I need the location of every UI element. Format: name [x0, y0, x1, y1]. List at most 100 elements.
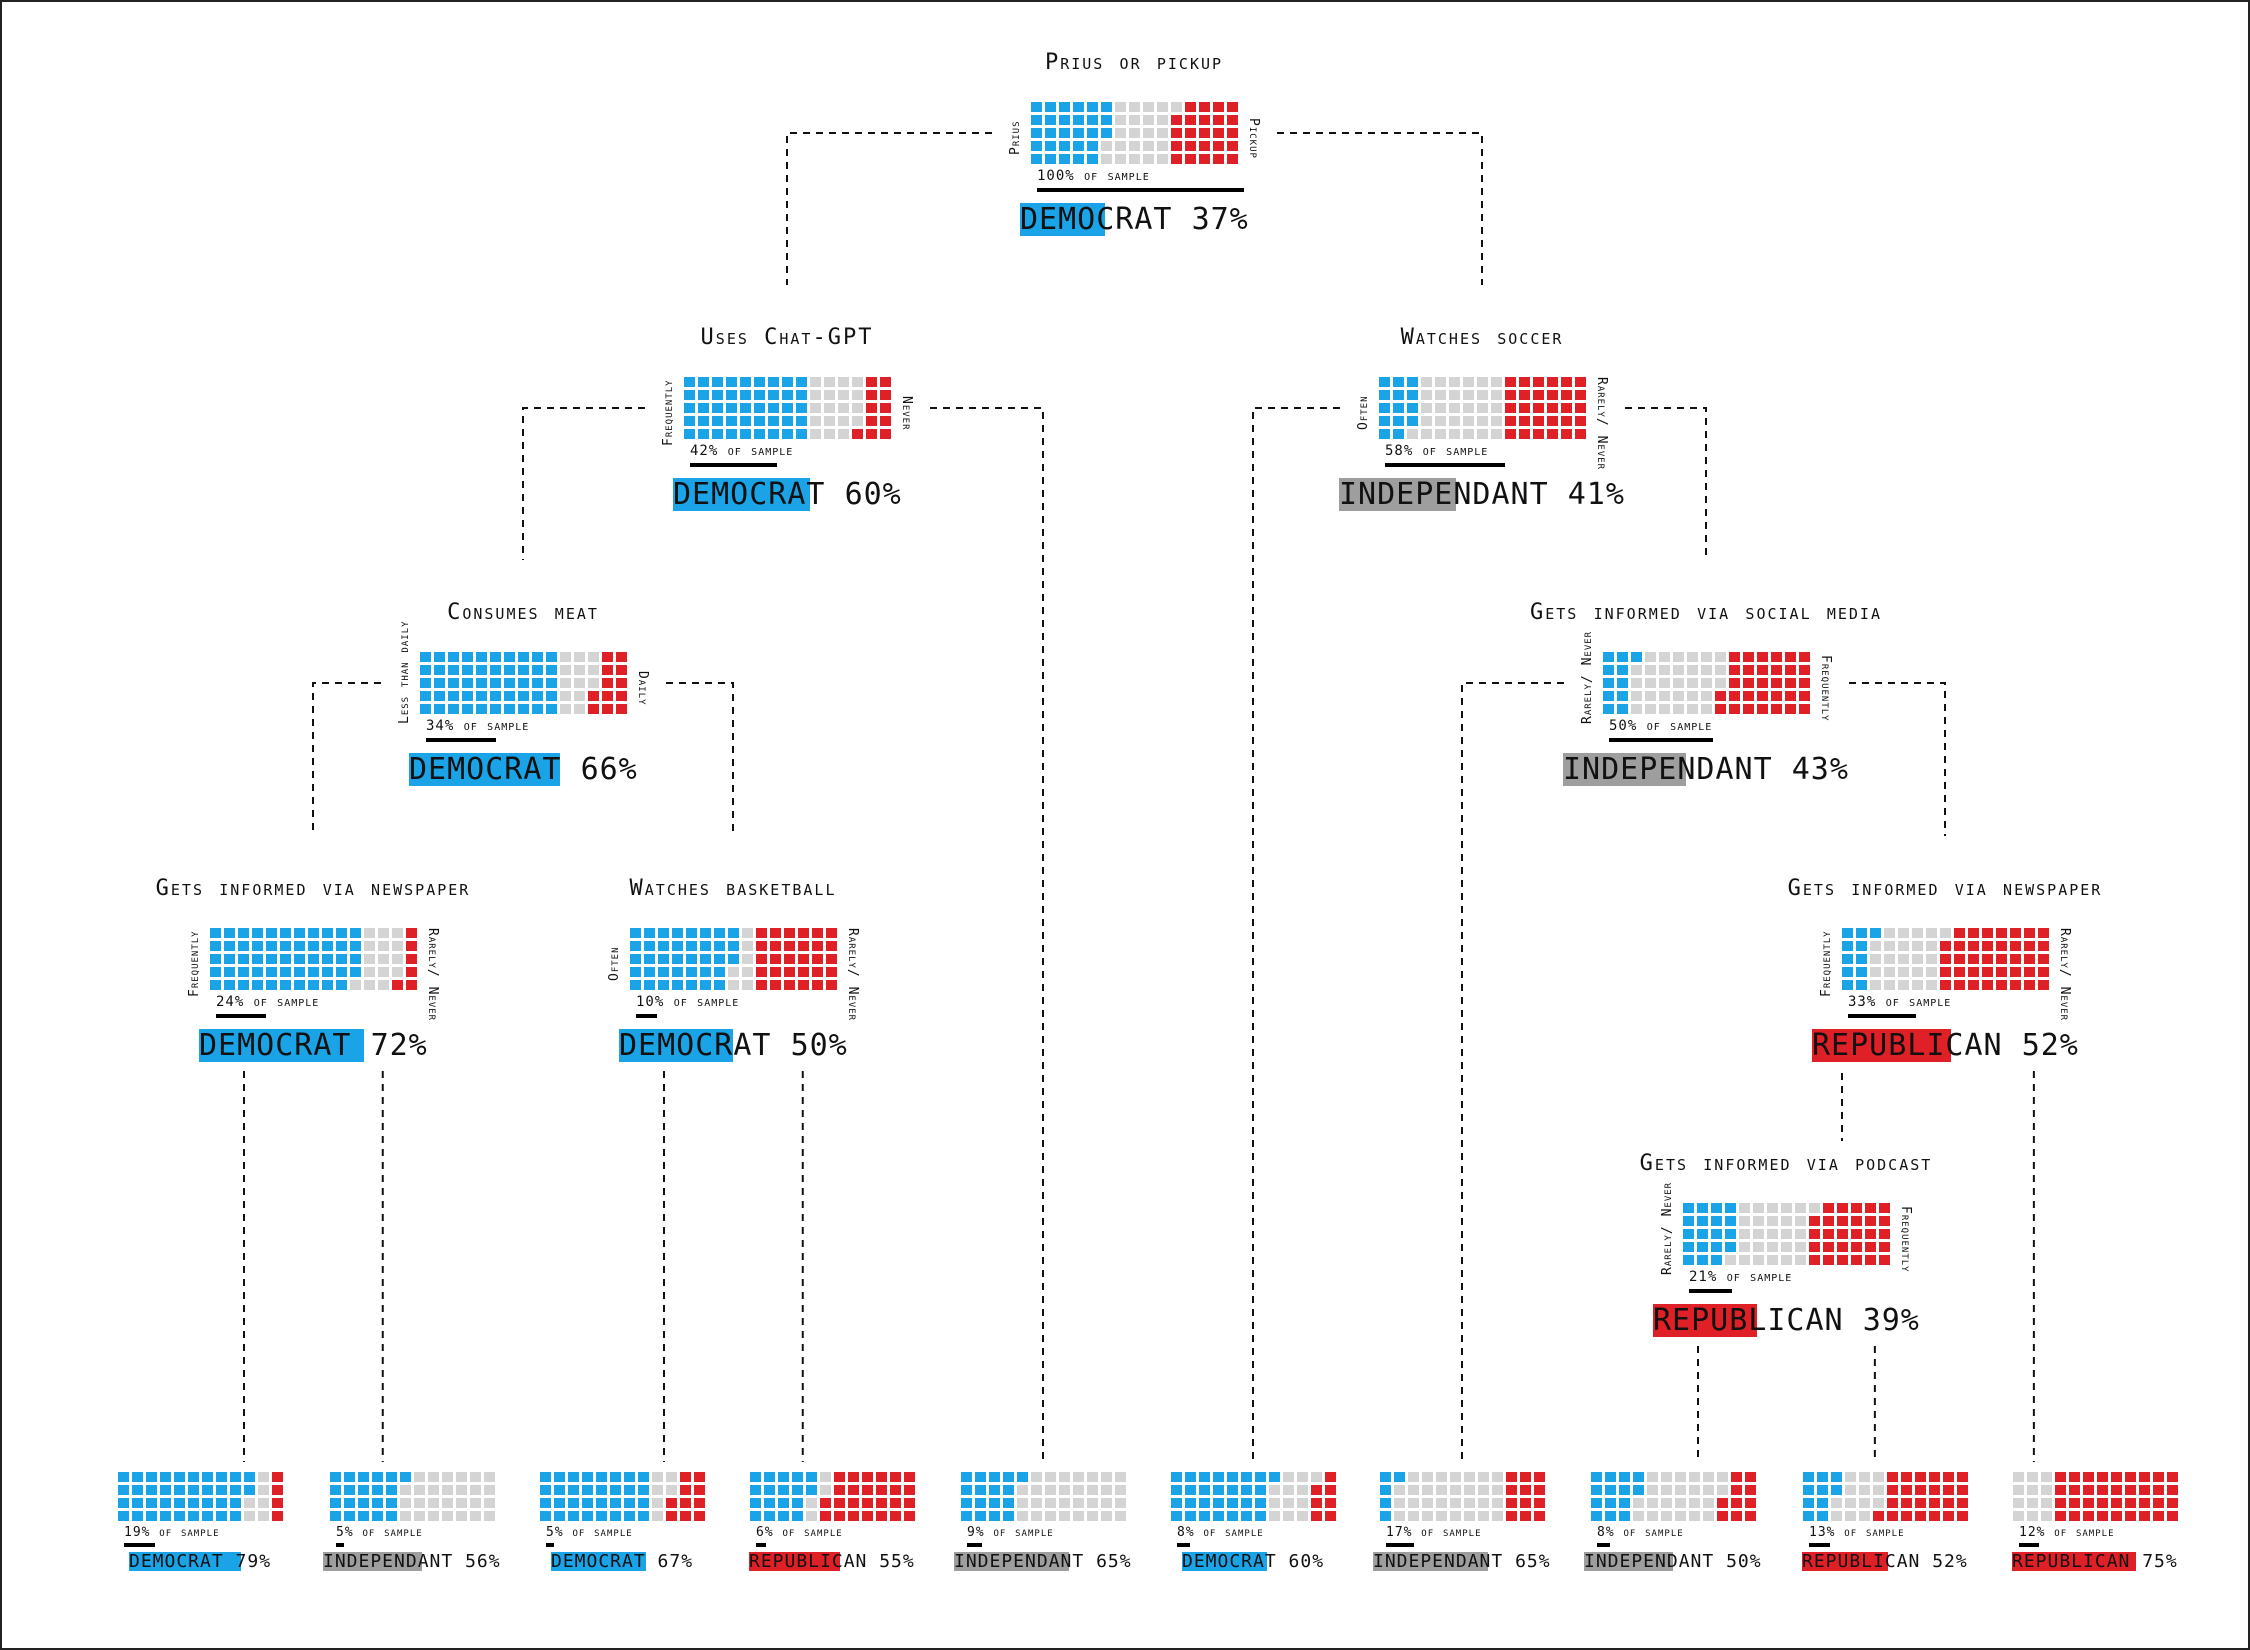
neutral-cell [810, 429, 821, 439]
neutral-cell [1073, 1485, 1084, 1495]
democrat-cell [975, 1485, 986, 1495]
neutral-cell [1703, 1485, 1714, 1495]
republican-cell [2024, 980, 2035, 990]
democrat-cell [420, 704, 431, 714]
neutral-cell [1017, 1485, 1028, 1495]
republican-cell [1534, 1498, 1545, 1508]
democrat-cell [1711, 1242, 1722, 1252]
party-name: DEMOCRAT [129, 1551, 224, 1572]
democrat-cell [174, 1485, 185, 1495]
neutral-cell [1739, 1255, 1750, 1265]
republican-cell [694, 1498, 705, 1508]
republican-cell [852, 429, 863, 439]
democrat-cell [1605, 1498, 1616, 1508]
democrat-cell [238, 967, 249, 977]
democrat-cell [610, 1485, 621, 1495]
republican-cell [1901, 1485, 1912, 1495]
republican-cell [1954, 980, 1965, 990]
democrat-cell [1171, 1498, 1182, 1508]
democrat-cell [280, 941, 291, 951]
republican-cell [784, 954, 795, 964]
republican-cell [1996, 967, 2007, 977]
democrat-cell [644, 980, 655, 990]
democrat-cell [1087, 102, 1098, 112]
neutral-cell [1073, 1472, 1084, 1482]
democrat-cell [1407, 377, 1418, 387]
republican-cell [2024, 967, 2035, 977]
party-name: REPUBLICAN [1812, 1028, 2003, 1063]
democrat-cell [216, 1511, 227, 1521]
democrat-cell [448, 652, 459, 662]
democrat-cell [546, 691, 557, 701]
democrat-cell [532, 652, 543, 662]
neutral-cell [742, 967, 753, 977]
neutral-cell [1689, 1485, 1700, 1495]
republican-cell [406, 928, 417, 938]
democrat-cell [1017, 1472, 1028, 1482]
republican-cell [798, 980, 809, 990]
party-name: INDEPENDANT [1339, 477, 1549, 512]
republican-cell [880, 390, 891, 400]
democrat-cell [1171, 1485, 1182, 1495]
neutral-cell [1269, 1485, 1280, 1495]
republican-cell [406, 967, 417, 977]
democrat-cell [1803, 1498, 1814, 1508]
democrat-cell [714, 941, 725, 951]
republican-cell [2111, 1485, 2122, 1495]
democrat-cell [1045, 128, 1056, 138]
republican-cell [1954, 954, 1965, 964]
democrat-cell [1603, 691, 1614, 701]
republican-cell [680, 1485, 691, 1495]
republican-cell [862, 1485, 873, 1495]
republican-cell [1199, 128, 1210, 138]
neutral-cell [1450, 1485, 1461, 1495]
republican-cell [1743, 678, 1754, 688]
majority-fill [551, 1552, 646, 1571]
neutral-cell [820, 1472, 831, 1482]
neutral-cell [2013, 1511, 2024, 1521]
neutral-cell [1659, 704, 1670, 714]
democrat-cell [266, 941, 277, 951]
democrat-cell [712, 403, 723, 413]
democrat-cell [540, 1472, 551, 1482]
democrat-cell [490, 665, 501, 675]
democrat-cell [420, 678, 431, 688]
sample-share-label: 21% of sample [1689, 1269, 1793, 1285]
democrat-cell [1073, 115, 1084, 125]
democrat-cell [540, 1485, 551, 1495]
party-pct: 52% [2021, 1028, 2079, 1063]
democrat-cell [1617, 704, 1628, 714]
democrat-cell [764, 1485, 775, 1495]
neutral-cell [1477, 403, 1488, 413]
neutral-cell [1661, 1498, 1672, 1508]
neutral-cell [1421, 390, 1432, 400]
neutral-cell [1408, 1511, 1419, 1521]
democrat-cell [330, 1511, 341, 1521]
neutral-cell [1870, 954, 1881, 964]
neutral-cell [1912, 980, 1923, 990]
republican-cell [826, 928, 837, 938]
neutral-cell [1297, 1485, 1308, 1495]
democrat-cell [1407, 416, 1418, 426]
party-pct: 60% [844, 477, 902, 512]
neutral-cell [258, 1511, 269, 1521]
democrat-cell [698, 403, 709, 413]
majority-result: INDEPENDANT 56% [323, 1551, 501, 1572]
democrat-cell [582, 1498, 593, 1508]
neutral-cell [456, 1485, 467, 1495]
democrat-cell [146, 1485, 157, 1495]
neutral-cell [1478, 1485, 1489, 1495]
neutral-cell [838, 403, 849, 413]
neutral-cell [1435, 403, 1446, 413]
party-pct: 39% [1862, 1303, 1920, 1338]
democrat-cell [1842, 928, 1853, 938]
democrat-cell [386, 1485, 397, 1495]
democrat-cell [740, 403, 751, 413]
democrat-cell [358, 1511, 369, 1521]
neutral-cell [1870, 980, 1881, 990]
democrat-cell [210, 967, 221, 977]
democrat-cell [658, 928, 669, 938]
neutral-cell [1463, 429, 1474, 439]
democrat-cell [684, 416, 695, 426]
democrat-cell [230, 1511, 241, 1521]
